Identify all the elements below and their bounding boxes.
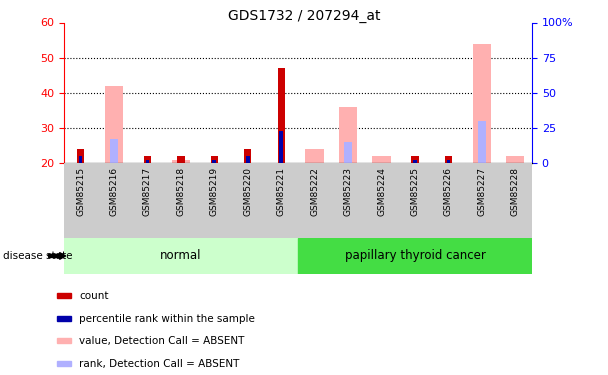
Bar (57, 293, 71, 298)
Text: disease state: disease state (3, 251, 72, 261)
Bar (64, 238, 298, 274)
Bar (177, 156, 185, 163)
Bar (97, 163, 131, 238)
Bar (210, 156, 218, 163)
Bar (78, 156, 83, 163)
Bar (277, 68, 285, 163)
Bar (331, 163, 365, 238)
Bar (264, 163, 298, 238)
Bar (372, 156, 391, 163)
Bar (57, 360, 71, 366)
Bar (413, 160, 417, 163)
Text: GSM85220: GSM85220 (243, 167, 252, 216)
Bar (212, 160, 216, 163)
Bar (344, 142, 352, 163)
Text: GSM85219: GSM85219 (210, 167, 219, 216)
Bar (171, 160, 190, 163)
Bar (446, 160, 451, 163)
Bar (298, 163, 331, 238)
Bar (198, 163, 231, 238)
Bar (499, 163, 532, 238)
Text: GSM85222: GSM85222 (310, 167, 319, 216)
Bar (143, 156, 151, 163)
Text: GDS1732 / 207294_at: GDS1732 / 207294_at (228, 9, 380, 23)
Bar (298, 238, 532, 274)
Bar (444, 156, 452, 163)
Bar (411, 156, 419, 163)
Bar (57, 338, 71, 344)
Text: GSM85226: GSM85226 (444, 167, 453, 216)
Bar (244, 149, 252, 163)
Text: count: count (80, 291, 109, 301)
Bar (57, 315, 71, 321)
Bar (110, 138, 118, 163)
Bar (432, 163, 465, 238)
Bar (145, 160, 150, 163)
Bar (231, 163, 264, 238)
Bar (506, 156, 525, 163)
Text: GSM85218: GSM85218 (176, 167, 185, 216)
Text: GSM85225: GSM85225 (410, 167, 420, 216)
Text: GSM85227: GSM85227 (477, 167, 486, 216)
Text: GSM85221: GSM85221 (277, 167, 286, 216)
Text: GSM85215: GSM85215 (76, 167, 85, 216)
Text: papillary thyroid cancer: papillary thyroid cancer (345, 249, 485, 262)
Bar (472, 44, 491, 163)
Text: GSM85228: GSM85228 (511, 167, 520, 216)
Bar (64, 163, 97, 238)
Bar (246, 156, 250, 163)
Bar (478, 121, 486, 163)
Text: value, Detection Call = ABSENT: value, Detection Call = ABSENT (80, 336, 245, 346)
Bar (365, 163, 398, 238)
Bar (131, 163, 164, 238)
Bar (164, 163, 198, 238)
Text: rank, Detection Call = ABSENT: rank, Detection Call = ABSENT (80, 359, 240, 369)
Bar (305, 149, 324, 163)
Text: GSM85217: GSM85217 (143, 167, 152, 216)
Bar (77, 149, 85, 163)
Text: GSM85224: GSM85224 (377, 167, 386, 216)
Bar (105, 86, 123, 163)
Bar (465, 163, 499, 238)
Bar (279, 132, 283, 163)
Bar (398, 163, 432, 238)
Text: percentile rank within the sample: percentile rank within the sample (80, 314, 255, 324)
Text: GSM85223: GSM85223 (344, 167, 353, 216)
Bar (339, 107, 358, 163)
Text: GSM85216: GSM85216 (109, 167, 119, 216)
Text: normal: normal (160, 249, 202, 262)
